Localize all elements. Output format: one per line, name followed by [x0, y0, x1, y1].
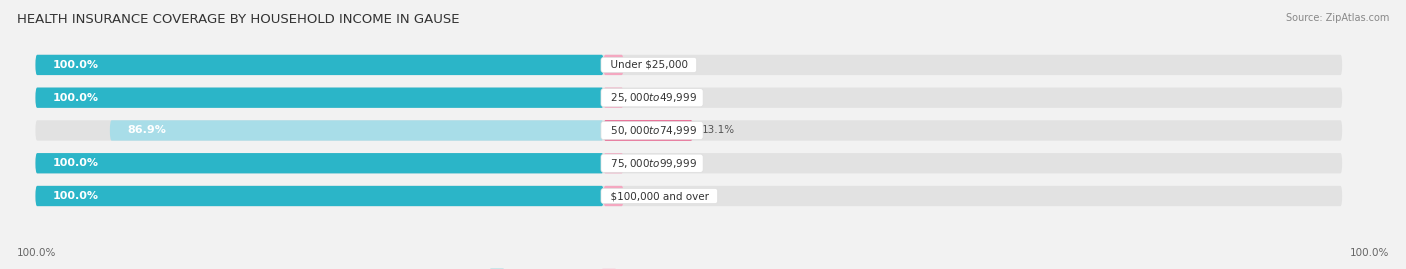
Text: 0.0%: 0.0%	[631, 93, 658, 103]
Legend: With Coverage, Without Coverage: With Coverage, Without Coverage	[485, 264, 725, 269]
Text: Source: ZipAtlas.com: Source: ZipAtlas.com	[1285, 13, 1389, 23]
Text: 100.0%: 100.0%	[17, 248, 56, 258]
Text: Under $25,000: Under $25,000	[603, 60, 695, 70]
FancyBboxPatch shape	[35, 55, 1343, 75]
Text: $100,000 and over: $100,000 and over	[603, 191, 716, 201]
FancyBboxPatch shape	[35, 186, 603, 206]
Text: 0.0%: 0.0%	[631, 60, 658, 70]
Text: $25,000 to $49,999: $25,000 to $49,999	[603, 91, 700, 104]
FancyBboxPatch shape	[35, 87, 1343, 108]
FancyBboxPatch shape	[35, 120, 1343, 141]
FancyBboxPatch shape	[35, 186, 1343, 206]
Text: 100.0%: 100.0%	[52, 158, 98, 168]
Text: HEALTH INSURANCE COVERAGE BY HOUSEHOLD INCOME IN GAUSE: HEALTH INSURANCE COVERAGE BY HOUSEHOLD I…	[17, 13, 460, 26]
FancyBboxPatch shape	[603, 153, 623, 174]
Text: $75,000 to $99,999: $75,000 to $99,999	[603, 157, 700, 170]
Text: 100.0%: 100.0%	[52, 191, 98, 201]
FancyBboxPatch shape	[110, 120, 603, 141]
FancyBboxPatch shape	[35, 87, 603, 108]
Text: 100.0%: 100.0%	[52, 60, 98, 70]
FancyBboxPatch shape	[603, 120, 693, 141]
Text: 0.0%: 0.0%	[631, 191, 658, 201]
FancyBboxPatch shape	[35, 153, 603, 174]
Text: 13.1%: 13.1%	[702, 125, 734, 136]
Text: 0.0%: 0.0%	[631, 158, 658, 168]
FancyBboxPatch shape	[603, 55, 623, 75]
Text: 100.0%: 100.0%	[1350, 248, 1389, 258]
Text: $50,000 to $74,999: $50,000 to $74,999	[603, 124, 700, 137]
FancyBboxPatch shape	[603, 186, 623, 206]
Text: 100.0%: 100.0%	[52, 93, 98, 103]
FancyBboxPatch shape	[35, 153, 1343, 174]
FancyBboxPatch shape	[35, 55, 603, 75]
FancyBboxPatch shape	[603, 87, 623, 108]
Text: 86.9%: 86.9%	[127, 125, 166, 136]
